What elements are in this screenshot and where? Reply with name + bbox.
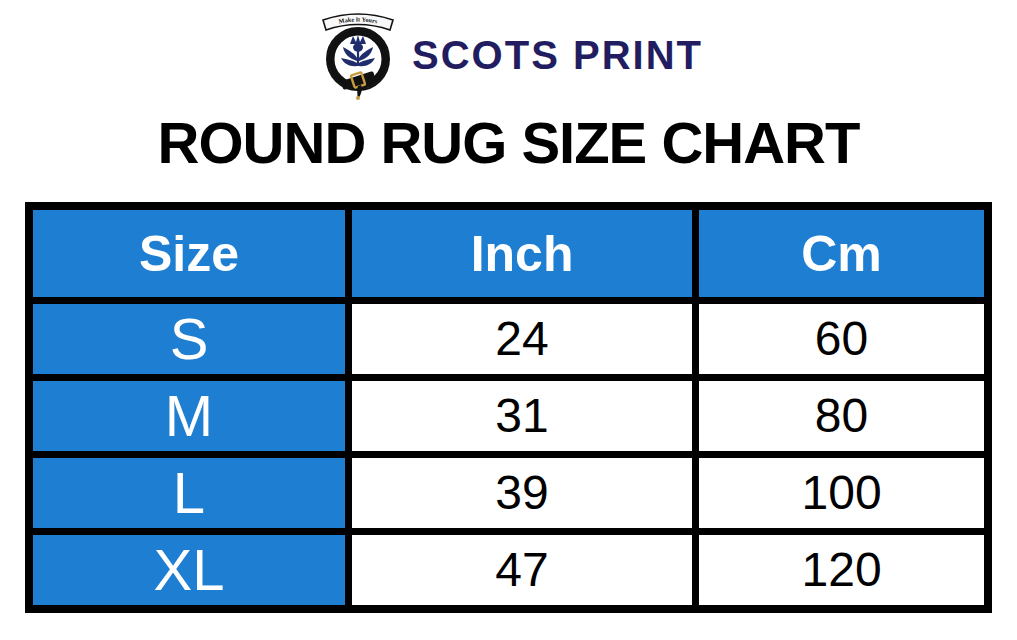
inch-value-m: 31 (352, 381, 692, 451)
column-header-size: Size (33, 210, 345, 297)
size-chart-table: Size Inch Cm S 24 60 M 31 80 L 39 100 XL… (25, 202, 992, 613)
size-label-s: S (33, 304, 345, 374)
page-title: ROUND RUG SIZE CHART (0, 114, 1017, 172)
column-header-inch: Inch (352, 210, 692, 297)
brand-name: SCOTS PRINT (412, 33, 703, 78)
inch-value-l: 39 (352, 458, 692, 528)
size-label-xl: XL (33, 535, 345, 605)
column-header-cm: Cm (699, 210, 984, 297)
inch-value-s: 24 (352, 304, 692, 374)
inch-value-xl: 47 (352, 535, 692, 605)
cm-value-xl: 120 (699, 535, 984, 605)
brand-header: Make It Yours SCOTS PRINT (0, 8, 1017, 102)
size-label-m: M (33, 381, 345, 451)
cm-value-s: 60 (699, 304, 984, 374)
cm-value-m: 80 (699, 381, 984, 451)
cm-value-l: 100 (699, 458, 984, 528)
scots-print-crest-logo: Make It Yours (314, 8, 402, 102)
size-label-l: L (33, 458, 345, 528)
